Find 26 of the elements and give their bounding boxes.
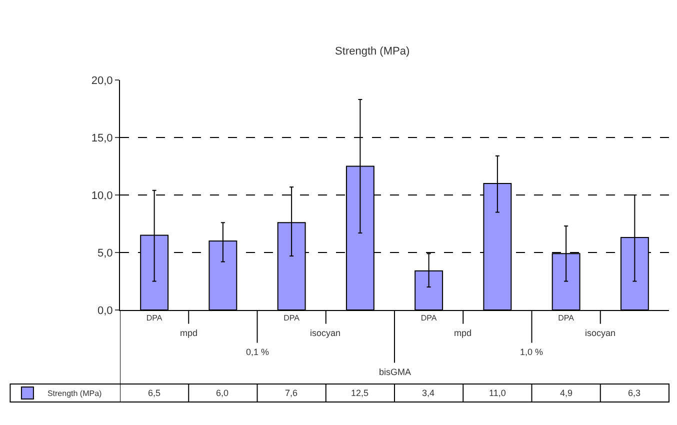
text: mpd [454,328,472,338]
y-tick-label: 5,0 [98,247,113,260]
x-tick-label: DPA [420,314,438,323]
y-tick-label: 10,0 [91,190,113,202]
y-tick-label: 15,0 [91,132,113,144]
text: mpd [180,328,198,338]
data-label: 4,9 [560,388,573,398]
chart-title: Strength (MPa) [335,45,410,58]
data-label: 6,3 [628,388,641,398]
text: isocyan [310,328,341,338]
text: isocyan [585,328,616,338]
text: bisGMA [379,367,412,377]
legend-label: Strength (MPa) [47,389,102,398]
y-tick-label: 20,0 [91,74,113,87]
x-tick-label: DPA [284,314,300,323]
data-label: 3,4 [422,388,435,398]
data-label: 6,0 [216,388,229,398]
x-tick-label: DPA [146,314,163,323]
text: 1,0 % [520,347,544,357]
data-label: 6,5 [148,388,161,398]
y-tick-label: 0,0 [98,304,113,317]
data-label: 11,0 [489,388,506,398]
x-tick-label: DPA [558,314,575,323]
data-label: 12,5 [351,388,369,398]
text: 0,1 % [246,347,270,357]
data-label: 7,6 [285,388,298,398]
